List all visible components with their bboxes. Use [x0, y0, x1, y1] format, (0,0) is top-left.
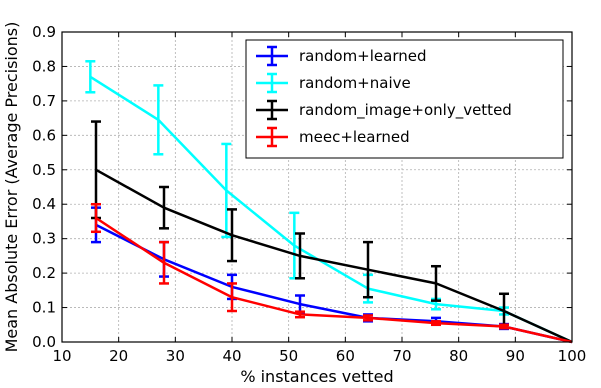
y-tick-label: 0.6: [32, 126, 56, 144]
legend-entry: random_image+only_vetted: [256, 99, 512, 121]
y-tick-label: 0.7: [32, 92, 56, 110]
x-tick-label: 60: [336, 347, 355, 365]
x-tick-label: 10: [52, 347, 71, 365]
x-tick-label: 20: [109, 347, 128, 365]
x-tick-label: 30: [166, 347, 185, 365]
legend-entry: random+learned: [256, 45, 427, 67]
y-tick-label: 0.9: [32, 23, 56, 41]
plot-frame: [61, 31, 573, 343]
y-tick-label: 0.5: [32, 161, 56, 179]
legend: random+learned random+naive random_image+o…: [245, 39, 564, 159]
legend-label: meec+learned: [299, 128, 410, 146]
series-layer: [85, 60, 573, 344]
legend-label: random_image+only_vetted: [299, 101, 512, 120]
y-axis-label: Mean Absolute Error (Average Precisions): [2, 22, 21, 353]
legend-entry: meec+learned: [256, 126, 410, 148]
x-tick-label: 40: [222, 347, 241, 365]
legend-label: random+learned: [299, 47, 427, 65]
y-tick-label: 0.2: [32, 264, 56, 282]
x-tick-label: 50: [279, 347, 298, 365]
y-tick-label: 0.4: [32, 195, 56, 213]
x-tick-label: 100: [558, 347, 587, 365]
legend-label: random+naive: [299, 74, 411, 92]
series-random-image-only-vetted: [91, 120, 573, 344]
x-axis-label: % instances vetted: [240, 367, 393, 386]
x-tick-label: 90: [506, 347, 525, 365]
legend-box: [245, 39, 564, 159]
x-tick-label: 70: [392, 347, 411, 365]
x-tick-label: 80: [449, 347, 468, 365]
y-tick-label: 0.1: [32, 299, 56, 317]
series-line: [89, 75, 573, 344]
y-tick-label: 0.8: [32, 57, 56, 75]
series-line: [95, 216, 573, 344]
ticks: 10 20 30 40 50 60 70 80 90 100 0.0 0.1 0.2 0.3 0.4 0.5 0…: [32, 23, 586, 365]
series-line: [95, 168, 573, 344]
legend-entry: random+naive: [256, 72, 411, 94]
y-tick-label: 0.0: [32, 333, 56, 351]
series-meec-learned: [91, 202, 573, 344]
y-tick-label: 0.3: [32, 230, 56, 248]
